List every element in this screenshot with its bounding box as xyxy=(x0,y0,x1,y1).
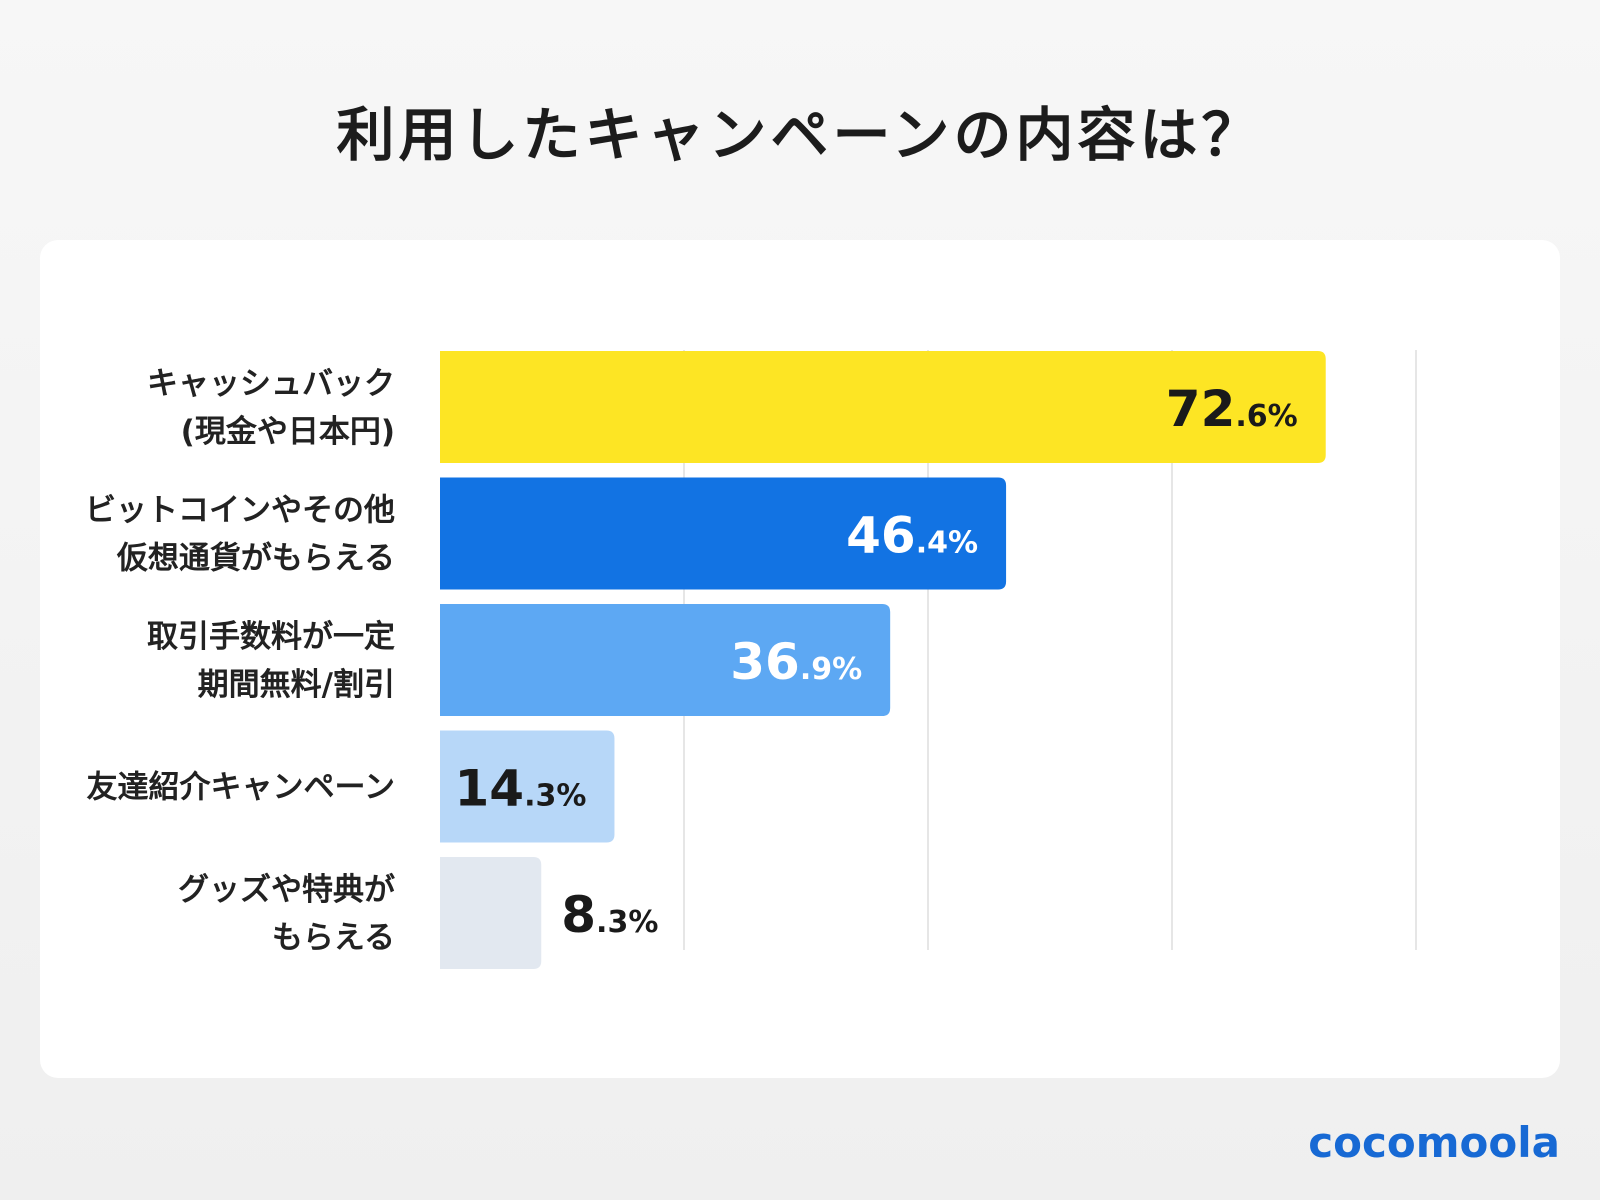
value-label: 72.6% xyxy=(1166,380,1298,438)
bar xyxy=(440,730,615,843)
category-label-line: 友達紹介キャンペーン xyxy=(87,770,395,806)
category-label-line: グッズや特典が xyxy=(178,872,395,908)
category-label: 取引手数料が一定期間無料/割引 xyxy=(147,619,395,703)
value-label-decimal: .6 xyxy=(1235,399,1267,434)
chart-card: キャッシュバック (現金や日本円) 72.6% ビットコインやその他仮想通貨がもらえる… xyxy=(40,240,1560,1078)
category-label: ビットコインやその他仮想通貨がもらえる xyxy=(85,493,395,577)
category-label-line: (現金や日本円) xyxy=(181,414,395,450)
value-label: 14.3% xyxy=(455,760,587,818)
category-label: キャッシュバック (現金や日本円) xyxy=(147,366,395,450)
value-label-unit: % xyxy=(628,905,658,940)
category-label-line: 期間無料/割引 xyxy=(198,667,395,703)
bar xyxy=(440,857,542,969)
bar xyxy=(440,351,1326,463)
value-label-unit: % xyxy=(948,526,978,561)
bar xyxy=(440,604,891,716)
value-label-int: 14 xyxy=(455,760,525,818)
bar xyxy=(440,477,1007,590)
value-label-unit: % xyxy=(1268,399,1298,434)
value-label: 8.3% xyxy=(561,886,658,944)
category-label: 友達紹介キャンペーン xyxy=(87,770,395,806)
value-label-unit: % xyxy=(556,779,586,814)
value-label-decimal: .3 xyxy=(524,779,556,814)
value-label-int: 46 xyxy=(846,507,916,565)
bar-chart: キャッシュバック (現金や日本円) 72.6% ビットコインやその他仮想通貨がもらえる… xyxy=(85,350,1417,969)
value-label-int: 8 xyxy=(561,886,596,944)
value-label-decimal: .3 xyxy=(596,905,628,940)
value-label: 46.4% xyxy=(846,507,978,565)
value-label-decimal: .9 xyxy=(800,652,832,687)
value-label: 36.9% xyxy=(730,633,862,691)
value-label-unit: % xyxy=(832,652,862,687)
category-label-line: もらえる xyxy=(272,920,395,956)
category-label-line: 取引手数料が一定 xyxy=(147,619,395,655)
category-label-line: ビットコインやその他 xyxy=(85,493,395,529)
value-label-decimal: .4 xyxy=(916,526,948,561)
page-title: 利用したキャンペーンの内容は？ xyxy=(336,101,1264,169)
value-label-int: 36 xyxy=(730,633,800,691)
category-label: グッズや特典がもらえる xyxy=(178,872,395,956)
value-label-int: 72 xyxy=(1166,380,1236,438)
cocomoola-logo: cocomoola xyxy=(1308,1118,1560,1167)
category-label-line: キャッシュバック xyxy=(147,366,395,402)
category-label-line: 仮想通貨がもらえる xyxy=(116,541,395,577)
